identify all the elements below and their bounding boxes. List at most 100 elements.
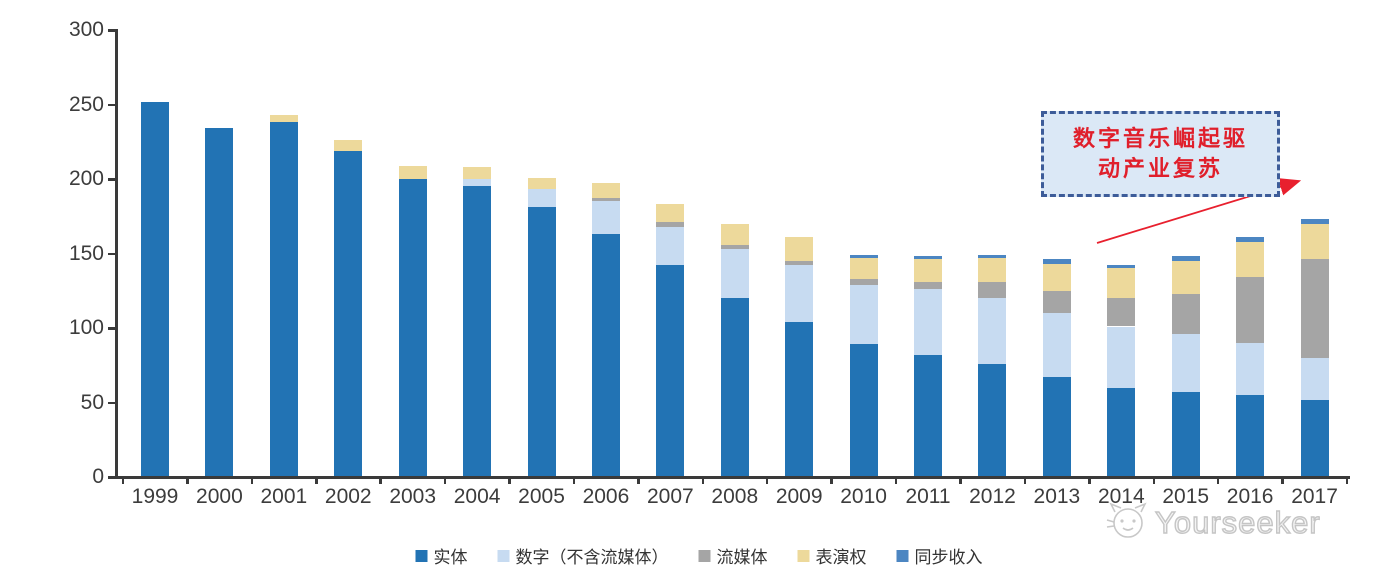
y-axis-label: 100 [68,316,104,339]
y-axis-tick [108,327,115,330]
x-axis-tick [765,477,769,484]
bar-segment-表演权-2004 [463,167,492,179]
annotation-callout: 数字音乐崛起驱 动产业复苏 [1041,111,1280,197]
bar-segment-数字（不含流媒体）-2011 [914,289,943,355]
bar-segment-流媒体-2010 [849,278,878,285]
bar-segment-同步收入-2013 [1042,259,1071,264]
bar-segment-同步收入-2014 [1107,265,1136,269]
x-axis-label-2006: 2006 [582,485,630,508]
y-axis-tick [108,401,115,404]
bar-segment-流媒体-2014 [1107,298,1136,327]
bar-segment-实体-2007 [656,265,685,477]
y-axis-tick [108,178,115,181]
bar-segment-实体-1999 [141,101,169,477]
bar-segment-流媒体-2013 [1042,290,1071,314]
bar-segment-数字（不含流媒体）-2009 [785,265,814,323]
bar-segment-数字（不含流媒体）-2014 [1107,326,1136,388]
legend-swatch-digital [497,549,510,562]
bar-segment-数字（不含流媒体）-2016 [1236,342,1265,396]
legend-item-sync: 同步收入 [896,543,983,568]
bar-segment-表演权-2005 [527,177,556,190]
bar-segment-同步收入-2015 [1171,256,1200,261]
x-axis-label-2015: 2015 [1162,485,1210,508]
yourseeker-logo-icon [1106,502,1147,538]
x-axis-label-2001: 2001 [260,485,308,508]
legend-swatch-sync [896,549,909,562]
bar-segment-实体-2015 [1171,392,1200,477]
chart-legend: 实体 数字（不含流媒体） 流媒体 表演权 同步收入 [415,543,983,568]
x-axis-tick [250,477,254,484]
bar-segment-实体-2017 [1300,399,1329,477]
bar-segment-表演权-2011 [914,259,943,282]
legend-item-performance: 表演权 [797,543,867,568]
x-axis-label-1999: 1999 [131,485,179,508]
bar-segment-流媒体-2008 [720,244,749,250]
watermark: Yourseeker [1105,500,1321,546]
x-axis-label-2013: 2013 [1033,485,1081,508]
bar-segment-表演权-2010 [849,257,878,279]
bar-segment-实体-2009 [785,322,814,477]
x-axis-label-2010: 2010 [840,485,887,508]
bar-segment-表演权-2001 [269,114,298,123]
bar-segment-数字（不含流媒体）-2010 [849,284,878,345]
bar-segment-同步收入-2011 [914,256,943,260]
bar-segment-表演权-2012 [978,257,1007,282]
y-axis-tick [108,476,115,479]
x-axis-label-2016: 2016 [1226,485,1274,508]
x-axis-tick [121,477,125,484]
bar-segment-流媒体-2009 [785,260,814,266]
bar-segment-数字（不含流媒体）-2012 [978,298,1007,364]
x-axis-tick [572,477,576,484]
bar-segment-流媒体-2012 [978,281,1007,299]
bar-segment-实体-2010 [849,344,878,477]
bar-segment-实体-2014 [1107,387,1136,477]
x-axis-tick [508,477,511,484]
x-axis-label-2003: 2003 [389,485,437,508]
x-axis-label-2004: 2004 [453,485,501,508]
bar-segment-表演权-2016 [1236,241,1265,278]
x-axis-tick [830,477,833,484]
bar-segment-数字（不含流媒体）-2017 [1300,357,1329,400]
y-axis-label: 300 [68,18,104,41]
legend-label-digital: 数字（不含流媒体） [515,548,669,567]
bar-segment-实体-2011 [914,354,943,477]
x-axis-tick [1023,477,1027,484]
y-axis-label: 0 [92,465,104,488]
x-axis-label-2012: 2012 [969,485,1016,508]
bar-segment-实体-2006 [591,234,620,477]
legend-item-streaming: 流媒体 [698,543,768,568]
bar-segment-数字（不含流媒体）-2015 [1171,333,1200,393]
x-axis-label-2014: 2014 [1097,485,1145,508]
legend-label-performance: 表演权 [815,548,867,567]
bar-segment-数字（不含流媒体）-2008 [720,249,749,299]
x-axis-label-2008: 2008 [711,485,759,508]
legend-swatch-performance [797,549,810,562]
bar-segment-数字（不含流媒体）-2013 [1042,313,1071,378]
bar-segment-表演权-2007 [656,204,685,223]
bar-segment-表演权-2015 [1171,260,1200,294]
x-axis-label-2011: 2011 [905,485,951,508]
bar-segment-同步收入-2010 [849,254,878,258]
x-axis-tick [1216,477,1220,484]
y-axis-tick [108,103,115,106]
bar-segment-流媒体-2016 [1236,277,1265,343]
y-axis-line [115,29,118,478]
bar-segment-同步收入-2016 [1236,237,1265,242]
x-axis-label-2002: 2002 [324,485,372,508]
y-axis-label: 200 [68,167,104,190]
y-axis-tick [108,29,115,32]
x-axis-tick [1152,477,1155,484]
legend-item-digital: 数字（不含流媒体） [497,543,669,568]
x-axis-label-2005: 2005 [518,485,565,508]
bar-segment-表演权-2002 [334,140,363,151]
annotation-text-line1: 数字音乐崛起驱 [1072,126,1248,151]
bar-segment-实体-2000 [205,128,234,477]
legend-label-physical: 实体 [433,548,468,567]
bar-segment-表演权-2013 [1042,263,1071,291]
bar-segment-实体-2005 [527,207,556,477]
x-axis-tick [1088,477,1091,484]
bar-segment-表演权-2017 [1300,223,1329,260]
x-axis-tick [186,477,189,484]
bar-segment-实体-2012 [978,363,1007,477]
